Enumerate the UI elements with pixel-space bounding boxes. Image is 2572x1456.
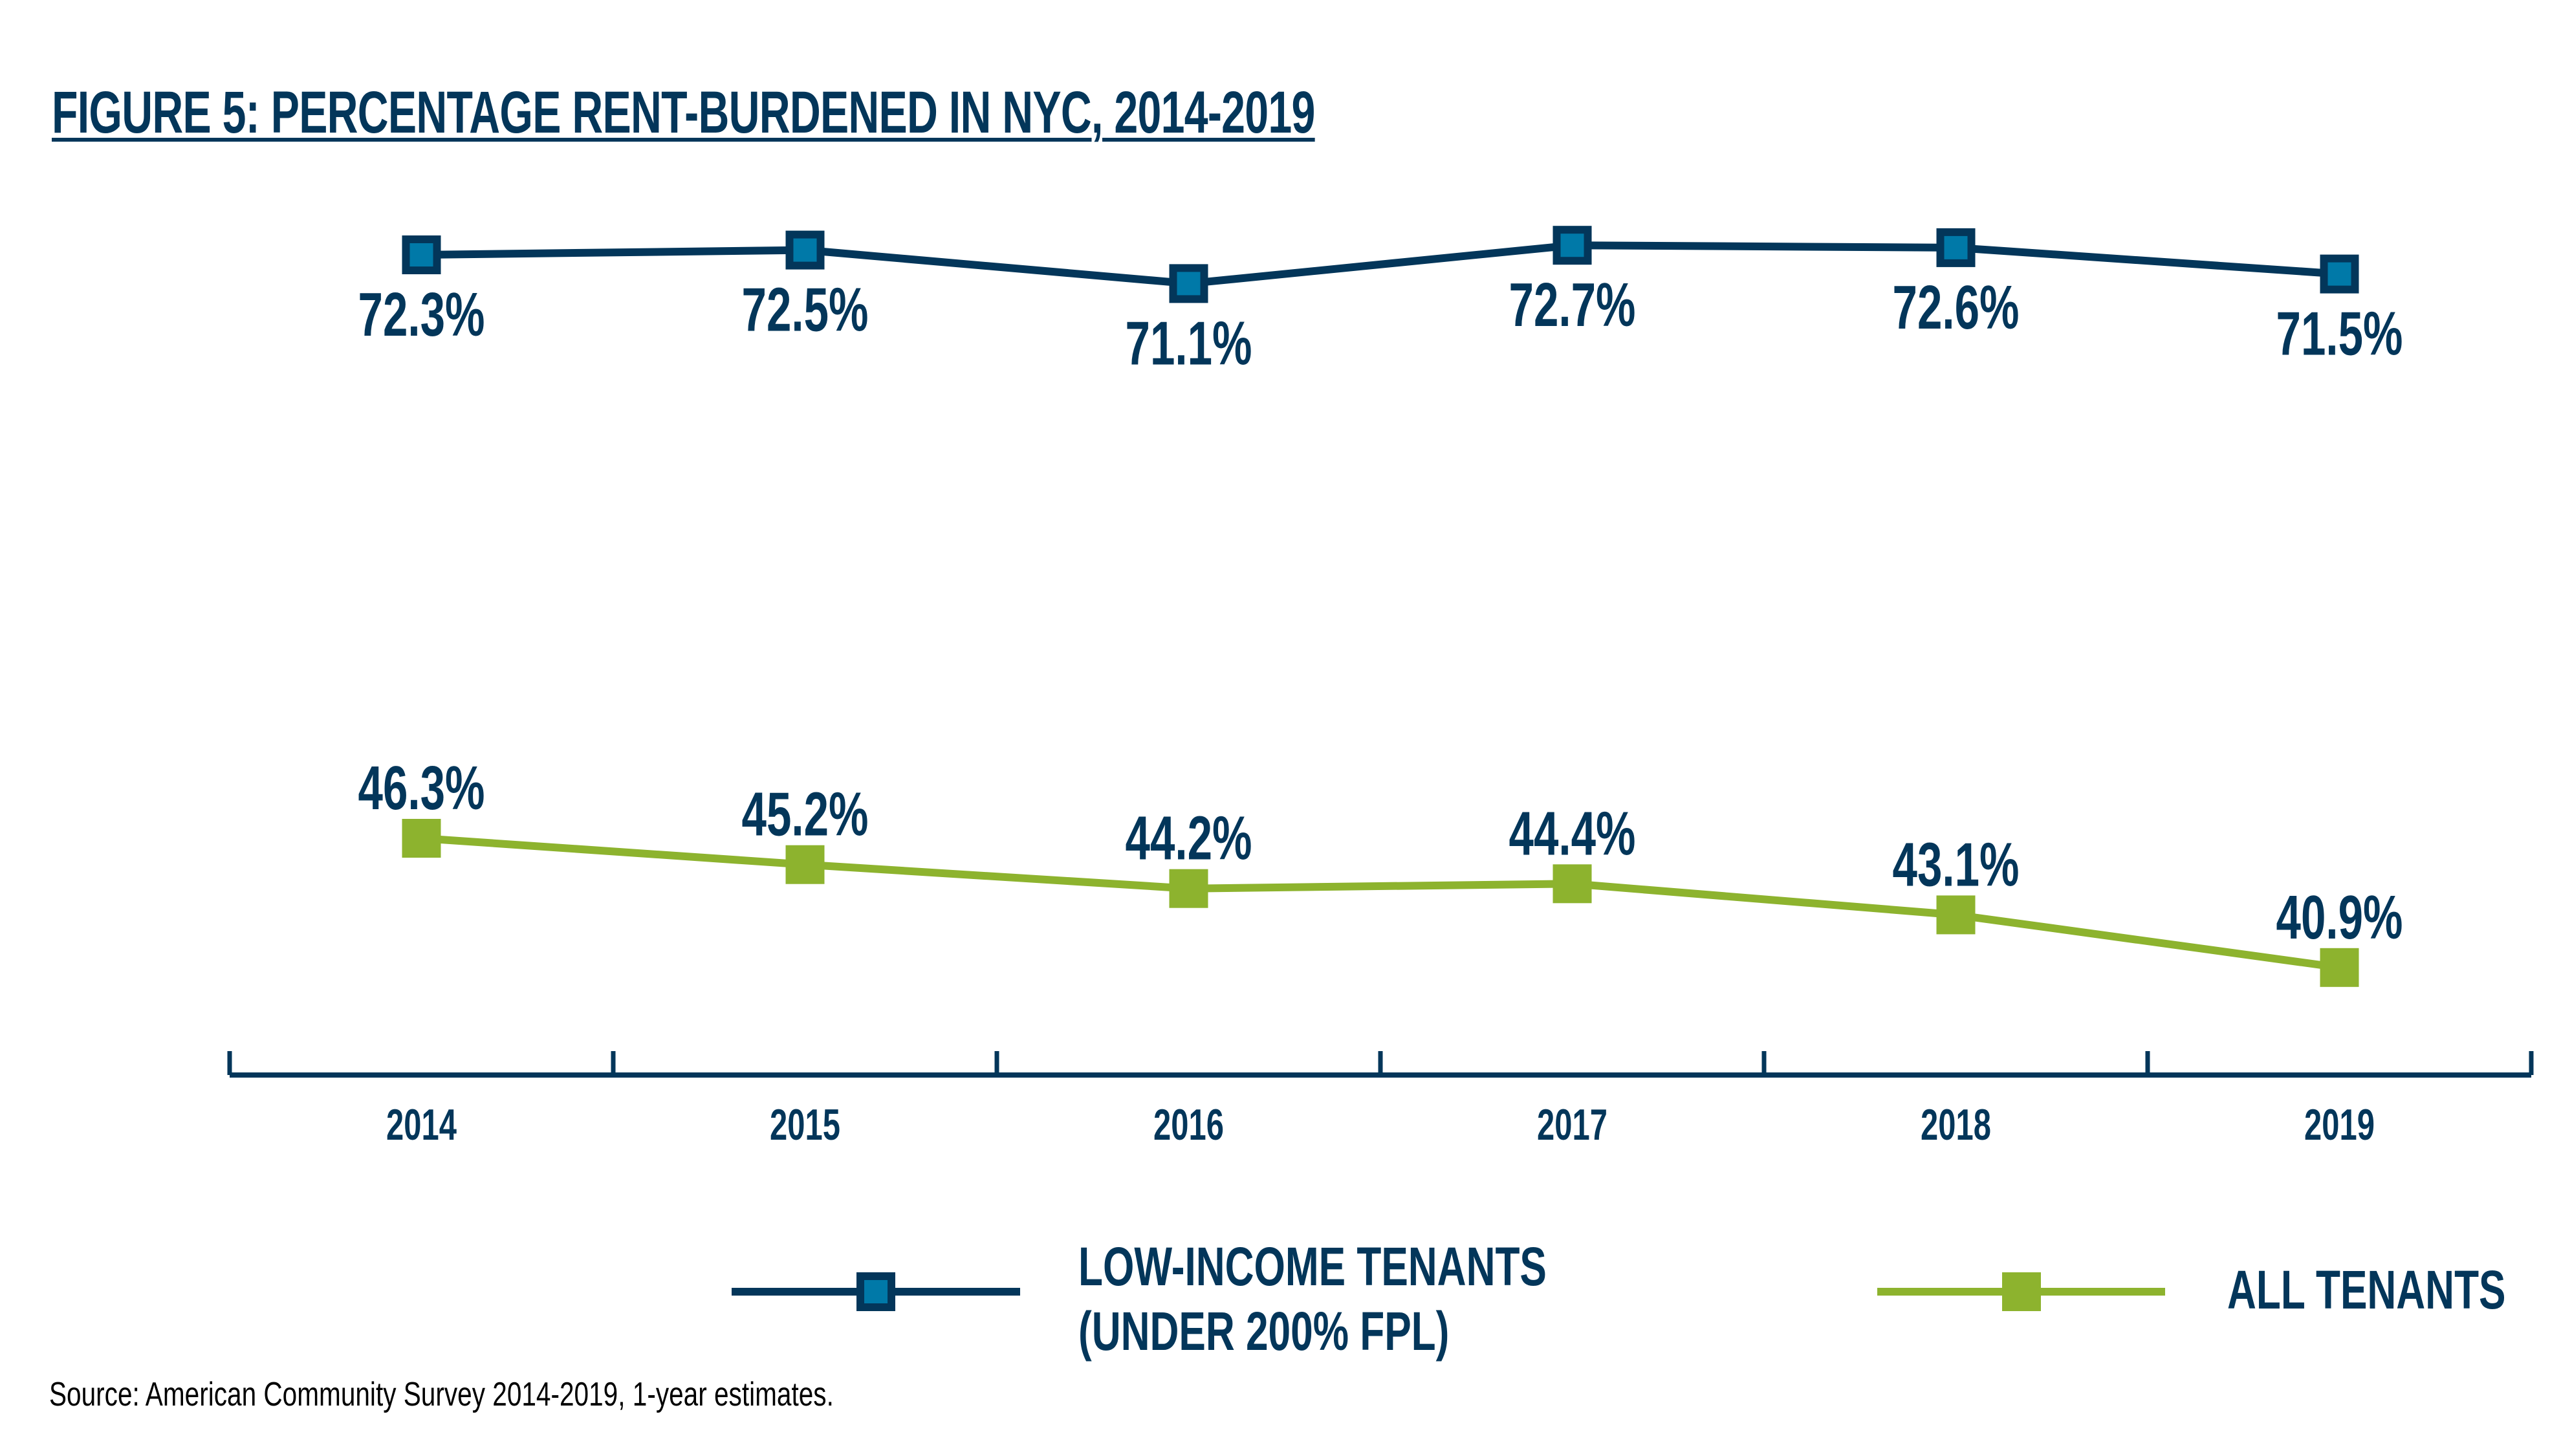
low-income-data-point — [1936, 228, 1976, 267]
low-income-value-label: 71.5% — [2276, 298, 2403, 368]
legend-low-income-marker — [856, 1272, 895, 1311]
x-axis — [227, 1051, 2534, 1078]
all-tenants-data-point — [785, 845, 825, 884]
all-tenants-value-label: 46.3% — [358, 753, 485, 823]
x-tick-label: 2016 — [1153, 1100, 1224, 1149]
x-tick-label: 2019 — [2304, 1100, 2375, 1149]
legend-label-line1: ALL TENANTS — [2227, 1259, 2506, 1320]
legend-label-line2: (UNDER 200% FPL) — [1078, 1301, 1450, 1362]
low-income-value-label: 72.6% — [1893, 272, 2020, 342]
all-tenants-series-line — [421, 834, 2340, 972]
x-tick-label: 2017 — [1537, 1100, 1608, 1149]
low-income-value-label: 72.5% — [742, 274, 869, 344]
legend-graphics — [732, 1272, 2165, 1311]
legend-item-all-tenants: ALL TENANTS — [2227, 1257, 2506, 1322]
all-tenants-data-point — [1936, 895, 1976, 935]
all-tenants-data-point — [2320, 948, 2359, 987]
x-tick-labels: 2014 2015 2016 2017 2018 2019 — [386, 1100, 2375, 1149]
series-lines — [421, 241, 2340, 972]
all-tenants-value-label: 44.2% — [1126, 803, 1252, 873]
all-tenants-value-label: 43.1% — [1893, 829, 2020, 899]
x-tick-label: 2014 — [386, 1100, 457, 1149]
low-income-value-label: 72.3% — [358, 279, 485, 349]
all-tenants-data-point — [1169, 869, 1208, 908]
value-labels: 72.3% 72.5% 71.1% 72.7% 72.6% 71.5% 46.3% 45.2%… — [358, 270, 2403, 951]
low-income-value-label: 71.1% — [1126, 308, 1252, 378]
all-tenants-value-label: 40.9% — [2276, 882, 2403, 952]
low-income-series-line — [421, 241, 2340, 288]
all-tenants-data-point — [402, 819, 441, 858]
legend-item-low-income: LOW-INCOME TENANTS (UNDER 200% FPL) — [1078, 1234, 1547, 1364]
low-income-data-point — [1553, 226, 1592, 265]
series-markers — [402, 226, 2359, 987]
x-tick-label: 2018 — [1921, 1100, 1991, 1149]
all-tenants-value-label: 44.4% — [1509, 798, 1636, 868]
low-income-data-point — [785, 230, 825, 270]
all-tenants-data-point — [1553, 864, 1592, 904]
low-income-data-point — [2320, 254, 2359, 294]
legend-label-line1: LOW-INCOME TENANTS — [1078, 1236, 1547, 1297]
x-tick-label: 2015 — [770, 1100, 840, 1149]
chart-title: FIGURE 5: PERCENTAGE RENT-BURDENED IN NY… — [52, 80, 1315, 146]
low-income-data-point — [402, 235, 441, 274]
low-income-value-label: 72.7% — [1509, 270, 1636, 340]
low-income-data-point — [1169, 264, 1208, 303]
legend-all-tenants-marker — [2002, 1272, 2041, 1311]
all-tenants-value-label: 45.2% — [742, 779, 869, 849]
source-note: Source: American Community Survey 2014-2… — [49, 1376, 834, 1413]
